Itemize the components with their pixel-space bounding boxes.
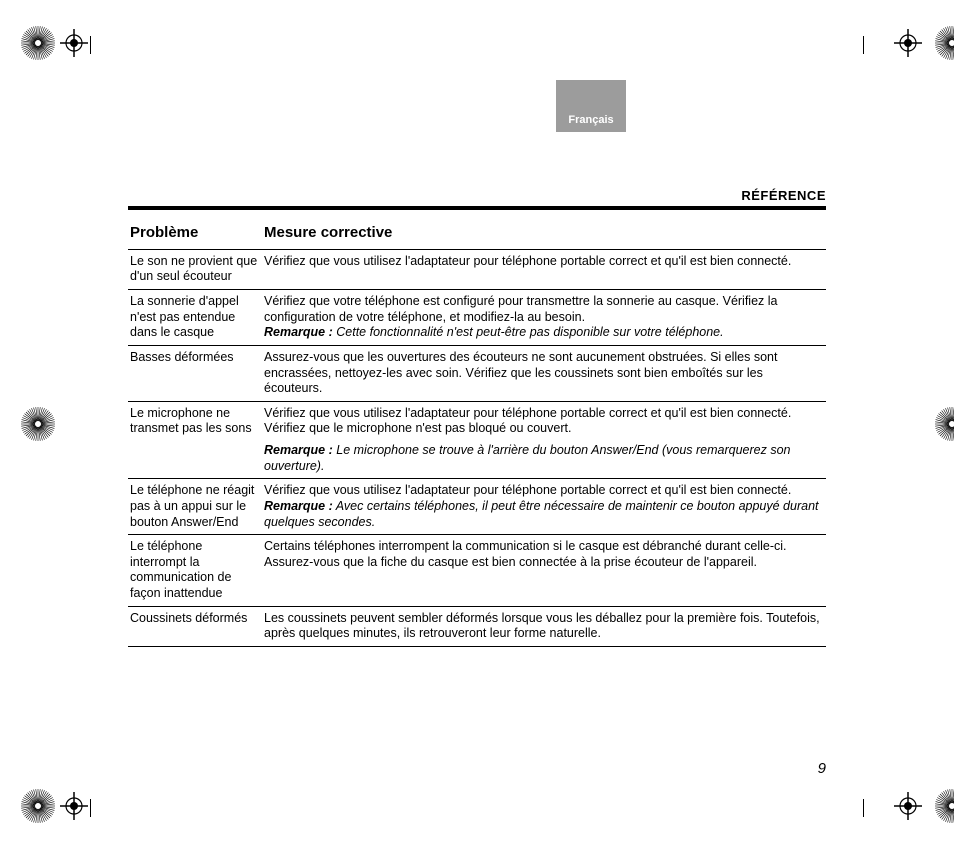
measure-text-2: Vérifiez que le microphone n'est pas blo… — [264, 421, 571, 435]
cell-problem: Coussinets déformés — [128, 606, 262, 646]
troubleshooting-table: Problème Mesure corrective Le son ne pro… — [128, 218, 826, 647]
page-number: 9 — [818, 760, 826, 777]
cell-measure: Vérifiez que votre téléphone est configu… — [262, 290, 826, 346]
cell-measure: Vérifiez que vous utilisez l'adaptateur … — [262, 401, 826, 479]
note-text: Avec certains téléphones, il peut être n… — [264, 499, 819, 529]
cell-measure: Certains téléphones interrompent la comm… — [262, 535, 826, 607]
cell-measure: Assurez-vous que les ouvertures des écou… — [262, 345, 826, 401]
table-row: La sonnerie d'appel n'est pas entendue d… — [128, 290, 826, 346]
measure-text: Certains téléphones interrompent la comm… — [264, 539, 787, 553]
note-text: Le microphone se trouve à l'arrière du b… — [264, 443, 791, 473]
cropmark-icon — [863, 799, 864, 817]
regmark-mid-right — [870, 406, 934, 446]
table-row: Le téléphone interrompt la communication… — [128, 535, 826, 607]
measure-text: Vérifiez que vous utilisez l'adaptateur … — [264, 406, 791, 420]
regmark-mid-left — [20, 406, 84, 446]
note-label: Remarque : — [264, 325, 333, 339]
cell-problem: Le téléphone interrompt la communication… — [128, 535, 262, 607]
regmark-top-right — [870, 25, 934, 65]
col-problem: Problème — [128, 218, 262, 249]
measure-text-2: Assurez-vous que la fiche du casque est … — [264, 555, 757, 569]
cell-problem: La sonnerie d'appel n'est pas entendue d… — [128, 290, 262, 346]
cropmark-icon — [90, 799, 91, 817]
table-header-row: Problème Mesure corrective — [128, 218, 826, 249]
cell-problem: Le son ne provient que d'un seul écouteu… — [128, 249, 262, 289]
cell-problem: Basses déformées — [128, 345, 262, 401]
measure-text: Vérifiez que votre téléphone est configu… — [264, 294, 778, 324]
table-row: Coussinets déformés Les coussinets peuve… — [128, 606, 826, 646]
cell-problem: Le téléphone ne réagit pas à un appui su… — [128, 479, 262, 535]
measure-text: Vérifiez que vous utilisez l'adaptateur … — [264, 483, 791, 497]
header-rule — [128, 206, 826, 210]
cropmark-icon — [90, 36, 91, 54]
regmark-bottom-left — [20, 788, 84, 828]
table-row: Basses déformées Assurez-vous que les ou… — [128, 345, 826, 401]
cell-measure: Les coussinets peuvent sembler déformés … — [262, 606, 826, 646]
section-title: RÉFÉRENCE — [741, 188, 826, 203]
note-label: Remarque : — [264, 443, 333, 457]
cell-measure: Vérifiez que vous utilisez l'adaptateur … — [262, 479, 826, 535]
regmark-top-left — [20, 25, 84, 65]
table-row: Le téléphone ne réagit pas à un appui su… — [128, 479, 826, 535]
table-row: Le son ne provient que d'un seul écouteu… — [128, 249, 826, 289]
cell-problem: Le microphone ne transmet pas les sons — [128, 401, 262, 479]
regmark-bottom-right — [870, 788, 934, 828]
note-text: Cette fonctionnalité n'est peut-être pas… — [333, 325, 724, 339]
cropmark-icon — [863, 36, 864, 54]
language-tab-label: Français — [568, 114, 613, 126]
col-measure: Mesure corrective — [262, 218, 826, 249]
table-row: Le microphone ne transmet pas les sons V… — [128, 401, 826, 479]
note-label: Remarque : — [264, 499, 333, 513]
cell-measure: Vérifiez que vous utilisez l'adaptateur … — [262, 249, 826, 289]
manual-page: Français RÉFÉRENCE Problème Mesure corre… — [0, 0, 954, 853]
language-tab: Français — [556, 80, 626, 132]
